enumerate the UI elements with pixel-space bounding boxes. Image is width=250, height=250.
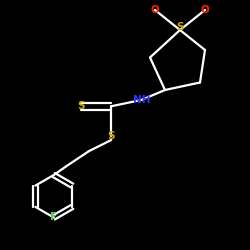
Text: O: O [200, 5, 209, 15]
Text: S: S [176, 22, 184, 32]
Text: NH: NH [132, 95, 150, 105]
Text: S: S [78, 101, 85, 111]
Text: F: F [50, 212, 57, 222]
Text: O: O [150, 5, 160, 15]
Text: S: S [108, 131, 115, 141]
